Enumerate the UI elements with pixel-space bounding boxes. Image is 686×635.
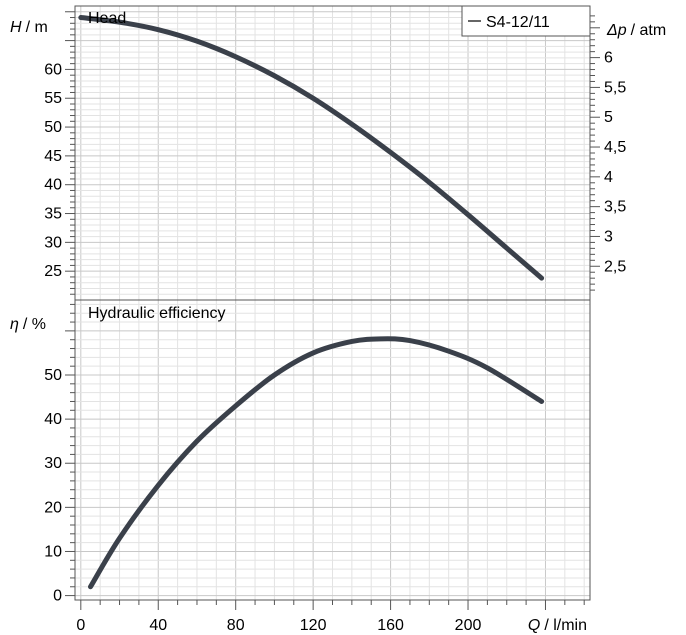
efficiency-panel-title: Hydraulic efficiency — [88, 305, 226, 322]
y-tick-label: 55 — [44, 90, 62, 107]
pressure-tick-label: 6 — [604, 50, 613, 67]
x-tick-label: 120 — [300, 617, 327, 634]
legend: S4-12/11 — [461, 5, 591, 37]
y-tick-label: 0 — [53, 588, 62, 605]
flow-axis-symbol: Q — [528, 617, 540, 634]
y-tick-label: 50 — [44, 119, 62, 136]
head-panel-title: Head — [88, 10, 126, 27]
x-tick-label: 200 — [455, 617, 482, 634]
head-axis-unit: / m — [26, 19, 48, 36]
legend-label: S4-12/11 — [486, 14, 550, 31]
efficiency-curve — [87, 336, 545, 590]
pressure-tick-label: 3 — [604, 228, 613, 245]
y-tick-label: 60 — [44, 61, 62, 78]
pressure-axis-unit: / atm — [631, 22, 667, 39]
y-tick-label: 10 — [44, 543, 62, 560]
pressure-tick-label: 4 — [604, 169, 613, 186]
tick-labels: 25 30 35 40 45 50 55 60 6 5,5 5 4,5 4 3,5 3 2,5 0 10 20 30 4… — [44, 50, 626, 634]
pressure-tick-label: 5,5 — [604, 79, 626, 96]
head-axis-label: H / m — [10, 19, 48, 36]
efficiency-axis-label: η / % — [10, 316, 46, 333]
head-curve — [78, 15, 545, 281]
pressure-axis-label: Δp / atm — [606, 22, 666, 39]
pressure-tick-label: 5 — [604, 109, 613, 126]
pressure-tick-label: 4,5 — [604, 139, 626, 156]
y-tick-label: 30 — [44, 455, 62, 472]
y-tick-label: 30 — [44, 234, 62, 251]
pressure-tick-label: 2,5 — [604, 258, 626, 275]
x-tick-label: 160 — [377, 617, 404, 634]
y-tick-label: 40 — [44, 177, 62, 194]
x-tick-label: 40 — [149, 617, 167, 634]
axis-ticks — [65, 11, 600, 610]
y-tick-label: 35 — [44, 206, 62, 223]
y-tick-label: 50 — [44, 367, 62, 384]
head-axis-symbol: H — [10, 19, 22, 36]
legend-box — [461, 5, 591, 37]
y-tick-label: 25 — [44, 263, 62, 280]
y-tick-label: 40 — [44, 411, 62, 428]
efficiency-axis-symbol: η — [10, 316, 19, 333]
flow-axis-unit: / l/min — [544, 617, 587, 634]
pressure-tick-label: 3,5 — [604, 199, 626, 216]
y-tick-label: 20 — [44, 499, 62, 516]
efficiency-axis-unit: / % — [23, 316, 46, 333]
flow-axis-label: Q / l/min — [528, 617, 587, 634]
y-tick-label: 45 — [44, 148, 62, 165]
x-tick-label: 80 — [227, 617, 245, 634]
x-tick-label: 0 — [76, 617, 85, 634]
pressure-axis-symbol: Δp — [606, 22, 627, 39]
